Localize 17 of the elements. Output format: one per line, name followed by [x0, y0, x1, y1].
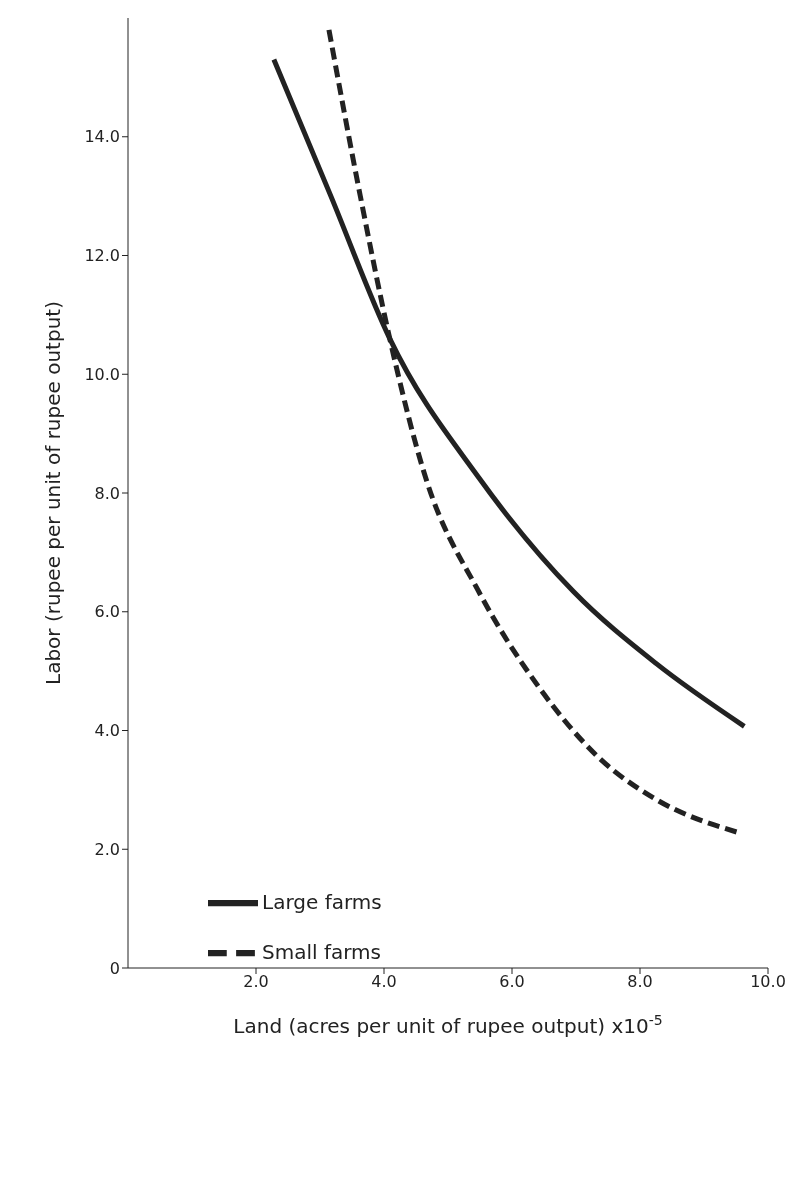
legend-label: Large farms	[262, 889, 382, 914]
y-tick-label: 8.0	[94, 483, 120, 503]
x-axis-title: Land (acres per unit of rupee output) x10$^{-5}$	[233, 1012, 663, 1038]
y-tick-label: 0	[109, 958, 120, 978]
x-tick-label: 10.0	[750, 972, 786, 992]
y-tick-label: 14.0	[84, 127, 120, 147]
x-tick-label: 4.0	[371, 972, 397, 992]
y-tick-label: 2.0	[94, 839, 120, 859]
x-tick-label: 2.0	[243, 972, 269, 992]
y-tick-label: 10.0	[84, 364, 120, 384]
y-tick-label: 12.0	[84, 246, 120, 266]
x-tick-label: 6.0	[499, 972, 525, 992]
y-tick-label: 6.0	[94, 602, 120, 622]
x-tick-label: 8.0	[627, 972, 653, 992]
y-tick-label: 4.0	[94, 721, 120, 741]
legend-label: Small farms	[262, 939, 381, 964]
y-axis-title: Labor (rupee per unit of rupee output)	[41, 301, 65, 685]
